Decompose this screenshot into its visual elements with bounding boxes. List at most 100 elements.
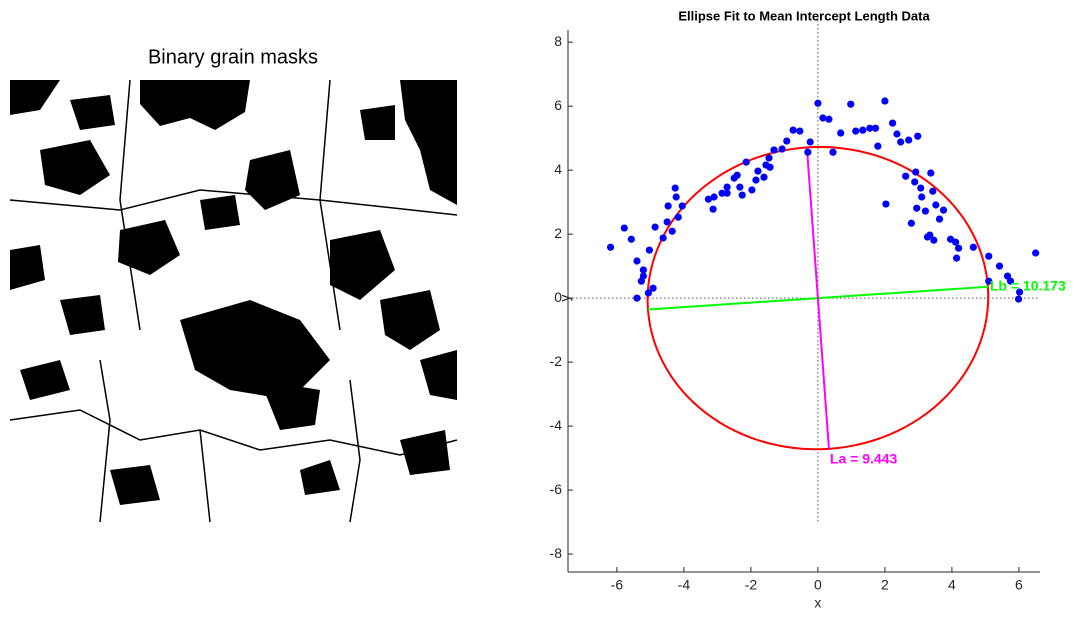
data-point (765, 154, 773, 162)
data-point (709, 205, 717, 213)
data-point (912, 168, 920, 176)
data-point (917, 184, 925, 192)
x-tick-label: -2 (745, 577, 758, 593)
y-tick-label: 2 (554, 225, 562, 241)
data-point (649, 284, 657, 292)
data-point (954, 244, 963, 252)
data-point (783, 137, 791, 145)
data-point (918, 193, 926, 201)
y-tick-label: 4 (554, 161, 562, 177)
data-point (664, 202, 672, 210)
data-point (766, 163, 774, 171)
data-point (672, 193, 680, 201)
x-tick-label: -6 (611, 577, 624, 593)
data-point (926, 231, 934, 239)
data-point (710, 193, 718, 201)
data-point (929, 187, 937, 195)
data-point (671, 184, 679, 192)
data-point (644, 289, 652, 297)
data-point (651, 223, 659, 231)
data-point (738, 191, 746, 199)
Lb-label: Lb = 10.173 (990, 277, 1066, 293)
y-tick-label: -4 (550, 417, 563, 433)
data-point (874, 142, 882, 150)
data-point (921, 207, 930, 215)
data-point (859, 126, 867, 134)
data-point (939, 206, 948, 214)
data-point (902, 172, 910, 180)
data-point (723, 183, 731, 191)
data-point (913, 204, 921, 212)
data-point (804, 148, 812, 156)
chart-title: Ellipse Fit to Mean Intercept Length Dat… (678, 8, 930, 23)
data-point (881, 97, 889, 105)
data-point (637, 277, 645, 285)
grain-mask-image (9, 79, 458, 523)
data-point (678, 202, 686, 210)
x-tick-label: 6 (1015, 577, 1023, 593)
y-tick-label: 6 (554, 97, 562, 113)
data-point (829, 148, 837, 156)
data-point (639, 266, 647, 274)
data-point (754, 167, 762, 175)
data-point (905, 136, 913, 144)
y-tick-label: -8 (550, 545, 563, 561)
y-tick-label: -6 (550, 481, 563, 497)
data-point (736, 183, 744, 191)
data-point (951, 238, 960, 246)
x-tick-label: -4 (678, 577, 691, 593)
data-point (985, 252, 993, 260)
x-tick-label: 0 (814, 577, 822, 593)
data-point (852, 127, 860, 135)
data-point (935, 215, 944, 223)
data-point (911, 178, 919, 186)
data-point (606, 243, 615, 251)
minor-axis-La (805, 147, 830, 449)
data-point (837, 129, 845, 137)
data-point (866, 124, 874, 132)
data-point (752, 176, 760, 184)
data-point (668, 227, 676, 235)
data-point (907, 219, 915, 227)
y-axis-label: y (557, 295, 573, 302)
data-point (723, 189, 731, 197)
data-point (847, 100, 855, 108)
data-point (897, 138, 905, 146)
data-point (627, 235, 635, 243)
image-title: Binary grain masks (148, 46, 318, 68)
data-point (770, 146, 778, 154)
data-point (778, 145, 786, 153)
data-point (814, 99, 822, 107)
y-tick-label: -2 (550, 353, 563, 369)
data-point (1015, 288, 1024, 296)
y-tick-label: 8 (554, 33, 562, 49)
data-point (889, 119, 897, 127)
data-point (1006, 277, 1015, 285)
data-point (819, 114, 827, 122)
data-point (927, 169, 935, 177)
data-point (760, 173, 768, 181)
grain-boundaries (9, 79, 458, 523)
data-point (659, 234, 667, 242)
fit-ellipse (646, 146, 990, 451)
data-point (969, 243, 977, 251)
data-point (995, 262, 1004, 270)
data-point (704, 195, 712, 203)
data-point (893, 130, 901, 138)
data-point (748, 186, 756, 194)
data-point (806, 138, 814, 146)
data-point (871, 124, 880, 132)
data-point (789, 126, 797, 134)
data-point (796, 127, 804, 135)
data-point (620, 224, 628, 232)
data-point (742, 158, 750, 166)
data-point (882, 200, 890, 208)
data-point (733, 171, 741, 179)
data-point (914, 132, 922, 140)
data-point (1014, 295, 1023, 303)
data-point (952, 254, 961, 262)
data-point (645, 246, 654, 254)
data-point (930, 236, 938, 244)
